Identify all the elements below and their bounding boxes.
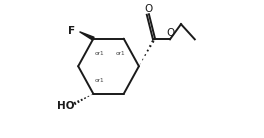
Text: O: O <box>167 28 175 38</box>
Text: O: O <box>144 4 153 14</box>
Text: HO: HO <box>57 101 74 111</box>
Text: or1: or1 <box>115 51 125 56</box>
Polygon shape <box>79 32 94 40</box>
Text: or1: or1 <box>95 78 104 83</box>
Text: F: F <box>68 26 76 36</box>
Text: or1: or1 <box>95 51 104 56</box>
